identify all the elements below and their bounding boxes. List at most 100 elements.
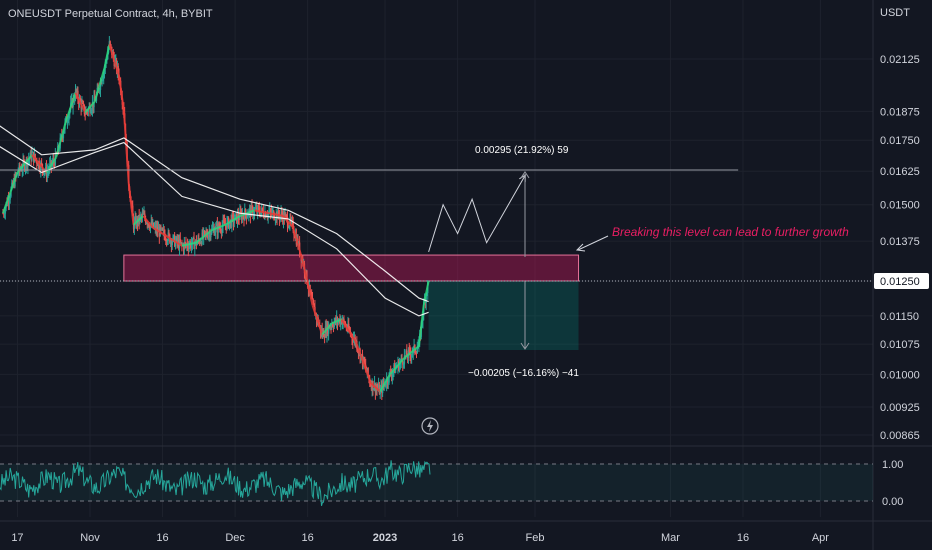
moving-average-slow xyxy=(0,125,429,303)
candle-up xyxy=(235,213,237,215)
target-measure-arrowhead xyxy=(520,171,530,179)
projection-path[interactable] xyxy=(428,174,526,253)
candle-up xyxy=(191,238,194,245)
resistance-zone[interactable] xyxy=(123,254,580,282)
lightning-icon[interactable] xyxy=(421,417,439,435)
candle-down xyxy=(207,235,209,238)
candle-up xyxy=(234,214,236,221)
candle-down xyxy=(364,363,366,365)
candle-down xyxy=(240,211,242,213)
candle-up xyxy=(66,121,69,123)
candle-down xyxy=(168,232,170,235)
candle-up xyxy=(177,240,179,243)
candle-down xyxy=(310,291,312,295)
candle-down xyxy=(312,299,315,304)
candle-up xyxy=(347,323,349,330)
drawings[interactable]: 0.00295 (21.92%) 59 −0.00205 (−16.16%) −4… xyxy=(0,145,873,435)
candle-up xyxy=(49,160,52,165)
candle-up xyxy=(249,208,251,211)
trend-line-segment xyxy=(331,318,342,325)
trend-line-segment xyxy=(379,373,391,392)
stop-loss-zone[interactable] xyxy=(428,281,579,351)
trend-line-segment xyxy=(195,229,212,244)
candle-down xyxy=(286,215,288,218)
trend-line-segment xyxy=(64,92,77,122)
candle-down xyxy=(261,207,264,211)
candle-down xyxy=(274,219,276,221)
candle-up xyxy=(378,384,380,390)
time-tick-label: Feb xyxy=(526,532,545,544)
candle-up xyxy=(199,242,202,244)
candle-down xyxy=(82,102,84,104)
candle-up xyxy=(24,166,27,170)
candle-down xyxy=(185,242,187,245)
candle-down xyxy=(348,323,350,330)
candle-up xyxy=(227,217,229,221)
symbol-title[interactable]: ONEUSDT Perpetual Contract, 4h, BYBIT xyxy=(8,8,213,20)
annotation-arrow xyxy=(577,235,609,251)
candle-down xyxy=(203,230,206,232)
trend-line-segment xyxy=(132,215,144,226)
trend-line-segment xyxy=(142,215,154,229)
trend-line-segment xyxy=(181,241,197,247)
candle-down xyxy=(2,213,4,215)
oscillator-pane xyxy=(0,460,873,507)
candle-up xyxy=(331,324,333,327)
candle-down xyxy=(77,90,79,100)
oscillator-tick-label: 1.00 xyxy=(882,459,903,471)
candle-down xyxy=(86,111,89,113)
candle-up xyxy=(134,217,136,221)
trend-line-segment xyxy=(369,382,381,393)
candle-up xyxy=(269,209,271,213)
oscillator-line xyxy=(0,460,431,507)
candle-down xyxy=(409,349,411,354)
trend-line-segment xyxy=(108,44,120,77)
candle-down xyxy=(199,240,201,244)
time-tick-label: 16 xyxy=(451,532,463,544)
candle-down xyxy=(110,44,112,47)
candle-down xyxy=(415,352,417,354)
candle-down xyxy=(311,298,314,300)
candle-down xyxy=(343,318,345,322)
candle-down xyxy=(181,242,183,245)
candle-down xyxy=(145,218,147,224)
candle-down xyxy=(53,161,56,166)
candle-down xyxy=(332,326,335,328)
annotation-arrowhead xyxy=(575,243,586,252)
candle-down xyxy=(148,223,150,227)
candle-up xyxy=(18,165,20,173)
price-tick-label: 0.01750 xyxy=(880,135,920,147)
candle-down xyxy=(170,239,173,245)
candle-up xyxy=(115,60,117,62)
candle-down xyxy=(263,215,265,218)
candle-down xyxy=(225,225,227,230)
time-tick-label: 16 xyxy=(302,532,314,544)
current-price-tag xyxy=(874,273,929,290)
candle-up xyxy=(63,129,65,134)
candle-down xyxy=(219,227,221,229)
candle-up xyxy=(247,215,249,217)
candle-up xyxy=(215,223,218,226)
trend-line-segment xyxy=(239,209,255,217)
candle-down xyxy=(363,357,365,364)
time-tick-label: 16 xyxy=(737,532,749,544)
currency-label: USDT xyxy=(880,7,910,19)
candle-up xyxy=(329,326,331,329)
oscillator-band xyxy=(0,464,873,501)
candle-up xyxy=(241,214,244,220)
candle-down xyxy=(100,81,102,84)
candle-up xyxy=(226,220,228,230)
trend-line-segment xyxy=(1,172,19,214)
candle-up xyxy=(261,207,263,212)
oscillator-tick-label: 0.00 xyxy=(882,496,903,508)
drawing-zones xyxy=(123,254,580,351)
price-tick-label: 0.01150 xyxy=(880,311,919,323)
trend-line-segment xyxy=(118,75,125,111)
trend-line-segment xyxy=(301,261,314,306)
candle-down xyxy=(259,212,261,216)
candle-down xyxy=(198,238,200,241)
candle-up xyxy=(246,216,248,219)
candle-down xyxy=(244,209,247,215)
candle-up xyxy=(375,388,377,393)
